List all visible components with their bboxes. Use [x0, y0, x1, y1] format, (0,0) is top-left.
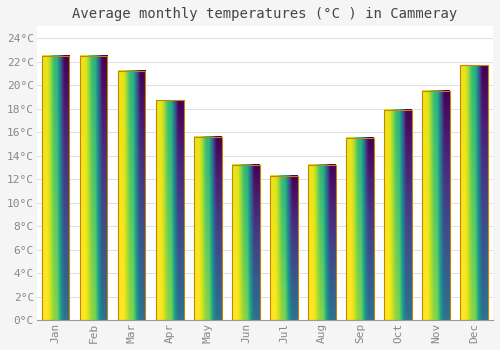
- Title: Average monthly temperatures (°C ) in Cammeray: Average monthly temperatures (°C ) in Ca…: [72, 7, 458, 21]
- Bar: [384, 110, 411, 320]
- Bar: [308, 165, 336, 320]
- Bar: [346, 138, 374, 320]
- Bar: [118, 71, 146, 320]
- Bar: [42, 56, 70, 320]
- Bar: [80, 56, 108, 320]
- Bar: [156, 100, 184, 320]
- Bar: [232, 165, 260, 320]
- Bar: [270, 175, 297, 320]
- Bar: [422, 91, 450, 320]
- Bar: [194, 137, 222, 320]
- Bar: [460, 65, 487, 320]
